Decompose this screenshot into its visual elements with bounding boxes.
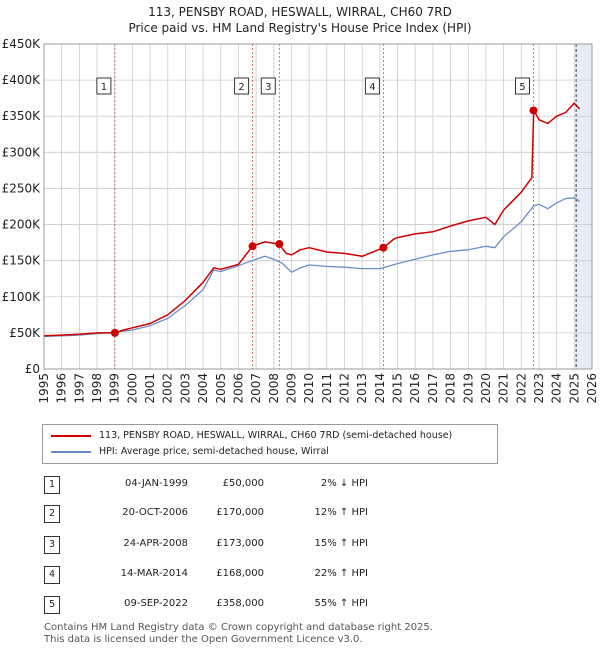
x-tick-label: 2005: [214, 373, 228, 404]
transaction-badge: 3: [44, 536, 60, 554]
transaction-price: £50,000: [222, 478, 264, 489]
x-tick-label: 2022: [514, 373, 528, 404]
x-tick-label: 2018: [444, 373, 458, 404]
transaction-badge-box: [260, 77, 276, 95]
legend-swatch-hpi: [51, 451, 91, 453]
plot-border: [43, 43, 593, 370]
transaction-date: 24-APR-2008: [123, 538, 188, 549]
x-tick-label: 2001: [143, 373, 157, 404]
x-tick-label: 2004: [196, 373, 210, 404]
transaction-point: [529, 106, 538, 115]
x-tick-label: 2020: [479, 373, 493, 404]
transaction-hpi: 2% ↓ HPI: [320, 478, 368, 489]
x-tick-label: 2013: [355, 373, 369, 404]
footer-licence: This data is licensed under the Open Gov…: [44, 634, 363, 645]
transaction-point: [379, 243, 388, 252]
x-tick-label: 2026: [585, 373, 599, 404]
transaction-badge-label: 5: [519, 82, 525, 93]
legend-label-hpi: HPI: Average price, semi-detached house,…: [99, 446, 329, 457]
x-tick-label: 2024: [550, 373, 564, 404]
y-tick-label: £350K: [2, 109, 42, 123]
chart-subtitle: Price paid vs. HM Land Registry's House …: [128, 21, 472, 35]
x-tick-label: 1996: [55, 373, 69, 404]
x-tick-label: 2019: [461, 373, 475, 404]
transaction-date: 04-JAN-1999: [124, 478, 188, 489]
y-tick-label: £100K: [2, 290, 42, 304]
x-tick-label: 2012: [338, 373, 352, 404]
transaction-date: 09-SEP-2022: [124, 598, 188, 609]
y-tick-label: £50K: [9, 326, 41, 340]
legend-swatch-property: [51, 435, 91, 437]
forecast-shading: [576, 44, 592, 369]
transaction-hpi: 55% ↑ HPI: [314, 598, 368, 609]
transaction-point: [248, 242, 257, 251]
transaction-hpi: 15% ↑ HPI: [314, 538, 368, 549]
x-tick-label: 1998: [90, 373, 104, 404]
transaction-hpi: 22% ↑ HPI: [314, 568, 368, 579]
y-tick-label: £200K: [2, 218, 42, 232]
y-tick-label: £400K: [2, 73, 42, 87]
transaction-badge: 5: [44, 596, 60, 614]
plot-area: [44, 44, 592, 369]
x-tick-label: 2014: [373, 373, 387, 404]
transaction-badge-box: [234, 77, 250, 95]
transaction-badge-label: 2: [238, 82, 244, 93]
property-series-line: [43, 102, 581, 337]
x-tick-label: 2008: [267, 373, 281, 404]
transaction-badge: 4: [44, 566, 60, 584]
x-tick-label: 1997: [72, 373, 86, 404]
x-tick-label: 2021: [497, 373, 511, 404]
x-tick-label: 2006: [231, 373, 245, 404]
transaction-badge: 2: [44, 505, 60, 523]
transaction-badge-box: [364, 77, 380, 95]
y-tick-label: £250K: [2, 181, 42, 195]
legend-label-property: 113, PENSBY ROAD, HESWALL, WIRRAL, CH60 …: [99, 430, 453, 441]
x-tick-label: 2010: [302, 373, 316, 404]
transaction-date: 20-OCT-2006: [122, 507, 188, 518]
x-tick-label: 2000: [125, 373, 139, 404]
chart-title-address: 113, PENSBY ROAD, HESWALL, WIRRAL, CH60 …: [148, 5, 452, 19]
x-tick-label: 2015: [391, 373, 405, 404]
hpi-series-line: [43, 197, 580, 338]
chart-legend: 113, PENSBY ROAD, HESWALL, WIRRAL, CH60 …: [42, 424, 498, 464]
transaction-price: £173,000: [216, 538, 264, 549]
transaction-point: [275, 240, 284, 249]
x-tick-label: 1995: [37, 373, 51, 404]
transaction-price: £170,000: [216, 507, 264, 518]
transaction-hpi: 12% ↑ HPI: [314, 507, 368, 518]
transaction-badge-label: 1: [101, 82, 107, 93]
x-tick-label: 2011: [320, 373, 334, 404]
x-tick-label: 2007: [249, 373, 263, 404]
transaction-badge: 1: [44, 476, 60, 494]
x-tick-label: 1999: [108, 373, 122, 404]
y-tick-label: £450K: [2, 37, 42, 51]
x-tick-label: 2009: [284, 373, 298, 404]
x-tick-label: 2003: [178, 373, 192, 404]
transaction-point: [110, 328, 119, 337]
transaction-price: £168,000: [216, 568, 264, 579]
x-tick-label: 2002: [161, 373, 175, 404]
x-tick-label: 2023: [532, 373, 546, 404]
transaction-price: £358,000: [216, 598, 264, 609]
transaction-badge-box: [514, 77, 530, 95]
transaction-badge-label: 3: [265, 82, 271, 93]
x-tick-label: 2016: [408, 373, 422, 404]
price-chart: 1995 1996 1997 1998 1999 2000 2001 2002 2003 2004…: [2, 37, 599, 404]
x-tick-label: 2017: [426, 373, 440, 404]
transaction-badge-label: 4: [369, 82, 375, 93]
transaction-date: 14-MAR-2014: [120, 568, 188, 579]
y-tick-label: £150K: [2, 254, 42, 268]
x-tick-label: 2025: [567, 373, 581, 404]
y-tick-label: £0: [25, 362, 40, 376]
footer-copyright: Contains HM Land Registry data © Crown c…: [44, 622, 433, 633]
transaction-badge-box: [96, 77, 112, 95]
y-tick-label: £300K: [2, 145, 42, 159]
